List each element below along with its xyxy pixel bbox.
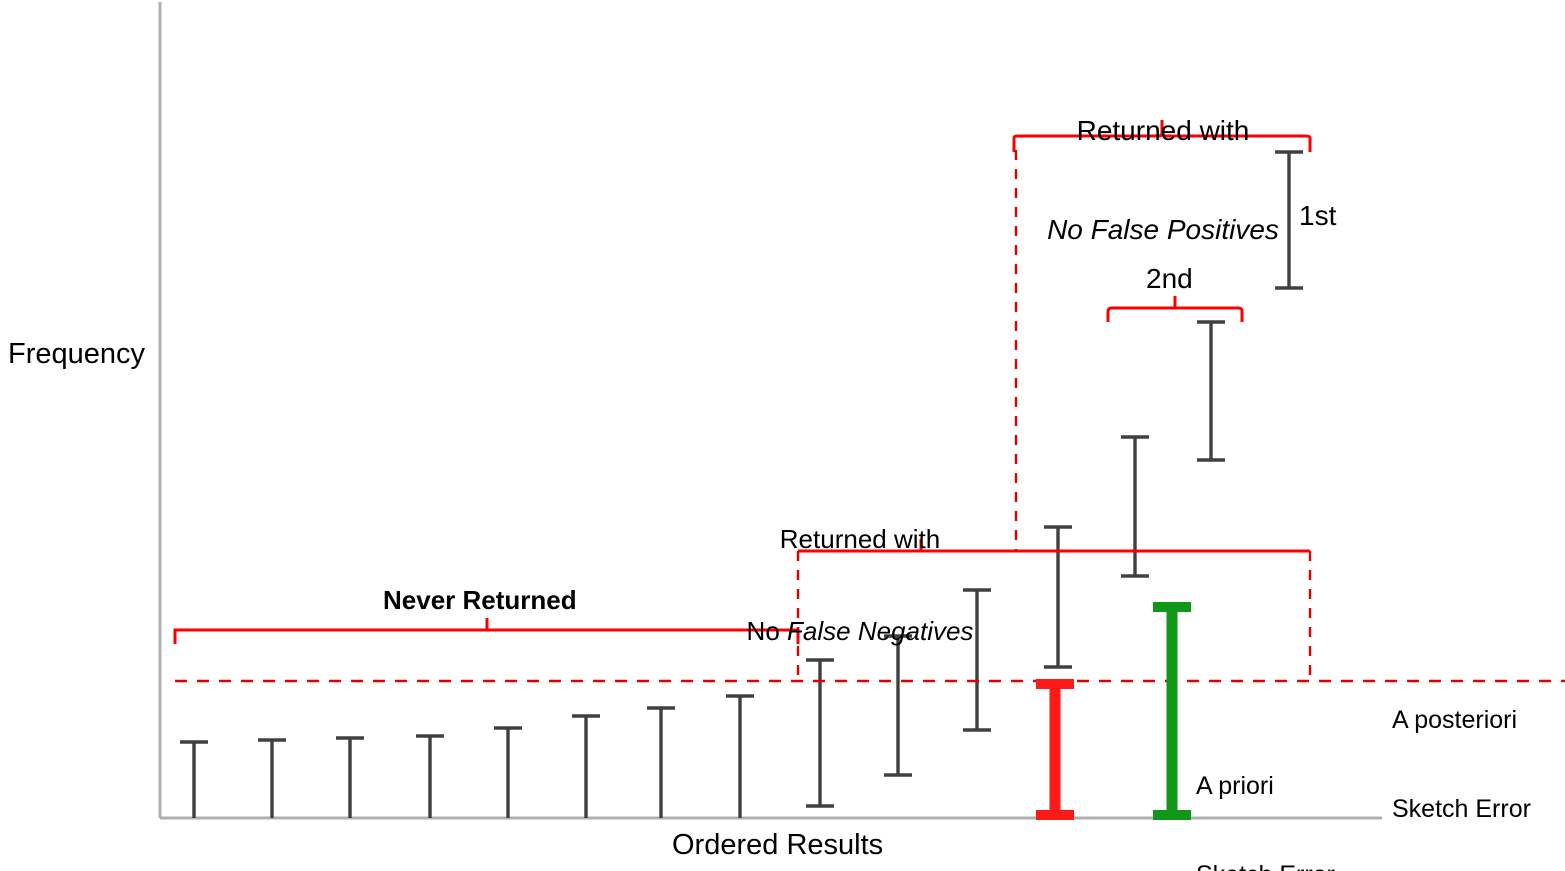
- x-axis-label: Ordered Results: [672, 829, 884, 861]
- bar-stem: [572, 714, 600, 818]
- a-posteriori-line2: Sketch Error: [1392, 794, 1531, 823]
- bar-ibeam: [1121, 435, 1149, 578]
- bar-stem: [726, 694, 754, 818]
- no-false-negatives-line2-italic: False Negatives: [787, 616, 974, 647]
- no-false-positives-line1: Returned with: [1076, 115, 1250, 147]
- no-false-negatives-line2: No False Negatives: [740, 616, 980, 647]
- bar-stem: [180, 740, 208, 818]
- bar-stem: [494, 726, 522, 818]
- no-false-positives-brace: [1012, 120, 1312, 551]
- no-false-positives-label: Returned with No False Positives: [1042, 48, 1284, 312]
- bar-ibeam: [806, 658, 834, 808]
- no-false-positives-bars: [1197, 150, 1303, 462]
- no-false-negatives-box: [796, 539, 1312, 681]
- bar-ibeam-first: [1275, 150, 1303, 290]
- bar-ibeam: [1044, 525, 1072, 669]
- never-returned-bars: [180, 694, 754, 818]
- no-false-negatives-line2-prefix: No: [746, 616, 788, 647]
- no-false-negatives-bars: [806, 435, 1149, 808]
- a-posteriori-sketch-error-bar: [1036, 679, 1074, 820]
- first-bar-label: 1st: [1299, 200, 1337, 231]
- second-brace: [1106, 296, 1244, 322]
- a-priori-line1: A priori: [1196, 772, 1274, 800]
- bar-stem: [336, 736, 364, 818]
- no-false-positives-line2: No False Positives: [1047, 214, 1279, 246]
- bar-ibeam: [884, 634, 912, 777]
- never-returned-bracket: [173, 618, 800, 644]
- never-returned-label: Never Returned: [383, 585, 577, 615]
- y-axis-label: Frequency: [8, 338, 146, 370]
- no-false-negatives-line1: Returned with: [779, 524, 941, 555]
- bar-ibeam: [963, 588, 991, 732]
- no-false-negatives-label: Returned with No False Negatives: [740, 463, 980, 708]
- a-posteriori-line1: A posteriori: [1392, 706, 1518, 734]
- a-priori-sketch-error-label: A priori Sketch Error: [1196, 713, 1335, 871]
- bar-ibeam-second: [1197, 320, 1225, 462]
- bar-stem: [258, 738, 286, 818]
- a-priori-line2: Sketch Error: [1196, 861, 1335, 871]
- a-priori-sketch-error-bar: [1153, 602, 1191, 820]
- a-posteriori-sketch-error-label: A posteriori Sketch Error: [1392, 647, 1531, 871]
- bar-stem: [647, 706, 675, 818]
- second-bar-label: 2nd: [1146, 263, 1193, 294]
- bar-stem: [416, 734, 444, 818]
